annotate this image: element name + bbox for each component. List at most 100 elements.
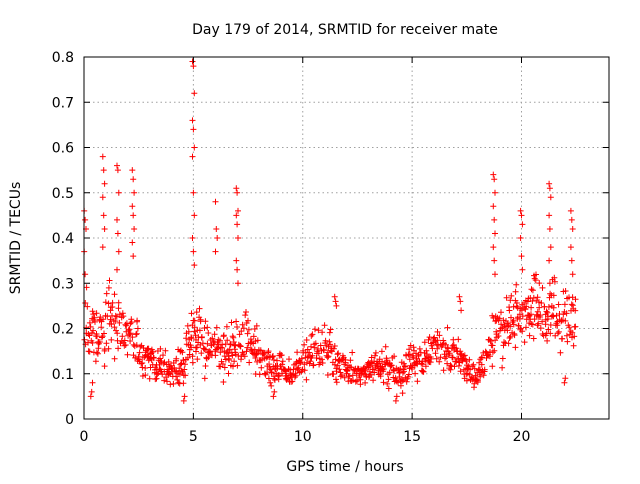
data-point bbox=[202, 363, 209, 369]
data-point bbox=[431, 334, 438, 341]
data-point bbox=[238, 328, 245, 335]
data-point bbox=[483, 355, 490, 361]
data-point bbox=[101, 330, 107, 337]
data-point bbox=[563, 310, 570, 317]
data-point bbox=[572, 307, 579, 314]
data-point bbox=[101, 363, 108, 370]
data-point bbox=[93, 310, 100, 317]
data-point bbox=[339, 372, 345, 379]
data-point bbox=[94, 333, 100, 340]
data-point bbox=[149, 348, 156, 355]
data-point bbox=[181, 393, 188, 400]
data-point bbox=[89, 308, 96, 315]
data-point bbox=[127, 338, 134, 344]
data-point bbox=[428, 342, 435, 349]
data-point bbox=[382, 343, 389, 350]
data-point bbox=[93, 349, 100, 356]
data-point bbox=[460, 353, 467, 360]
data-point bbox=[318, 356, 325, 363]
data-point bbox=[114, 266, 120, 273]
data-point bbox=[193, 348, 199, 355]
data-point bbox=[112, 318, 119, 325]
data-point bbox=[326, 329, 333, 336]
data-point bbox=[233, 212, 240, 219]
data-point bbox=[145, 345, 152, 352]
data-point bbox=[543, 308, 550, 315]
data-point bbox=[546, 257, 553, 264]
data-point bbox=[301, 341, 308, 348]
data-point bbox=[189, 353, 196, 360]
data-point bbox=[270, 357, 277, 363]
data-point bbox=[239, 321, 246, 328]
data-point bbox=[380, 379, 387, 386]
data-point bbox=[499, 364, 506, 371]
data-point bbox=[214, 235, 221, 241]
data-point bbox=[212, 198, 219, 205]
data-point bbox=[164, 378, 170, 385]
data-point bbox=[559, 335, 566, 342]
data-point bbox=[227, 341, 234, 347]
data-point bbox=[240, 325, 247, 332]
data-point bbox=[481, 366, 488, 373]
data-point bbox=[507, 323, 514, 330]
data-point bbox=[539, 284, 546, 291]
data-point bbox=[325, 353, 332, 360]
data-point bbox=[545, 326, 552, 333]
data-point bbox=[254, 337, 261, 344]
data-point bbox=[327, 341, 334, 348]
data-point bbox=[96, 339, 103, 345]
data-point bbox=[546, 180, 553, 187]
chart-title: Day 179 of 2014, SRMTID for receiver mat… bbox=[192, 22, 498, 38]
data-point bbox=[403, 378, 410, 385]
data-point bbox=[315, 346, 321, 352]
data-point bbox=[87, 393, 94, 400]
data-point bbox=[566, 324, 573, 331]
data-point bbox=[399, 390, 406, 397]
data-point bbox=[492, 271, 498, 278]
data-point bbox=[546, 226, 553, 232]
data-point bbox=[111, 291, 118, 298]
data-point bbox=[567, 207, 574, 214]
data-point bbox=[334, 351, 341, 358]
data-point bbox=[519, 313, 526, 320]
data-point bbox=[193, 309, 200, 316]
y-tick-label: 0.6 bbox=[52, 141, 74, 157]
data-point bbox=[165, 358, 172, 365]
data-point bbox=[446, 350, 453, 357]
data-point bbox=[138, 360, 145, 367]
data-point bbox=[330, 345, 337, 352]
data-point bbox=[544, 316, 551, 322]
data-point bbox=[219, 361, 226, 367]
data-point bbox=[173, 355, 180, 362]
data-point bbox=[228, 319, 235, 326]
ticks-layer: 0 0.1 0.2 0.3 0.4 0.5 0.6 0.7 0.8 0 5 10 15 20 bbox=[52, 50, 609, 445]
data-point bbox=[352, 378, 359, 385]
data-point bbox=[90, 311, 97, 318]
data-point bbox=[279, 361, 286, 368]
data-point bbox=[466, 356, 473, 363]
data-point bbox=[243, 348, 250, 355]
data-point bbox=[189, 153, 196, 160]
data-point bbox=[115, 189, 122, 196]
data-point bbox=[99, 244, 106, 251]
data-point bbox=[139, 360, 146, 366]
data-point bbox=[528, 286, 535, 293]
data-point bbox=[534, 294, 541, 301]
data-point bbox=[115, 299, 122, 306]
data-point bbox=[473, 376, 480, 383]
data-point bbox=[477, 373, 484, 380]
data-point bbox=[183, 335, 190, 342]
data-point bbox=[402, 363, 409, 369]
data-point bbox=[489, 349, 496, 356]
data-point bbox=[191, 90, 198, 97]
data-point bbox=[229, 333, 236, 340]
data-point bbox=[191, 324, 198, 331]
data-point bbox=[336, 366, 343, 373]
data-point bbox=[248, 339, 255, 346]
y-axis-label: SRMTID / TECUs bbox=[8, 182, 24, 295]
data-point bbox=[217, 337, 223, 344]
data-point bbox=[523, 324, 529, 331]
data-point bbox=[196, 305, 203, 312]
data-point bbox=[380, 366, 387, 372]
